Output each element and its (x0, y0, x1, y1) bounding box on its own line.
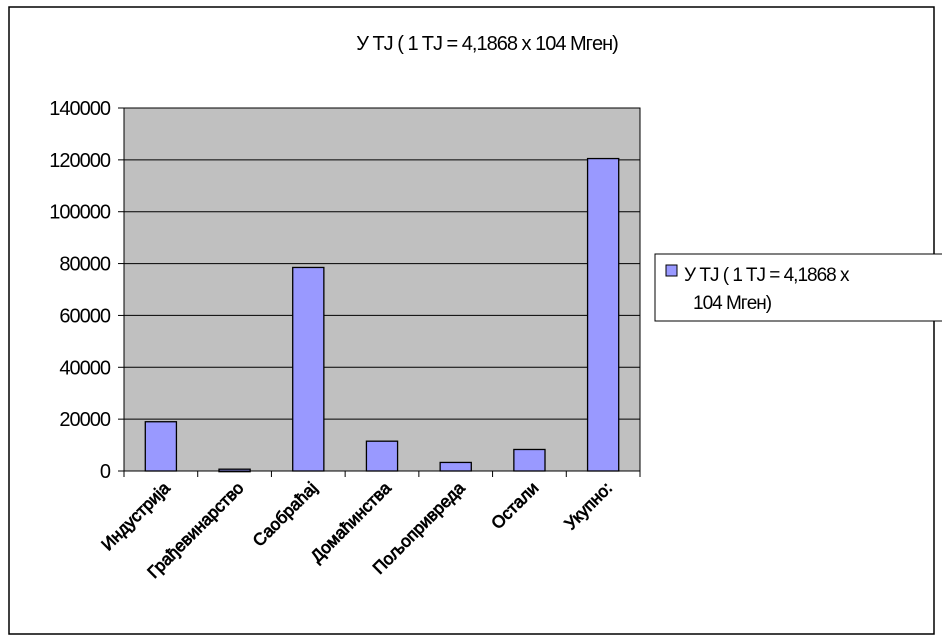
legend: У TJ ( 1 TJ = 4,1868 x 104 Mгeн) (654, 253, 942, 322)
y-tick-label: 40000 (59, 357, 110, 379)
y-tick-label: 120000 (49, 150, 111, 172)
y-tick-label: 80000 (59, 254, 110, 276)
bar (586, 157, 620, 472)
bar (218, 468, 251, 473)
gridlines (124, 159, 640, 420)
bar (144, 421, 178, 472)
chart-title: У TJ ( 1 TJ = 4,1868 x 104 Mгeн) (356, 33, 618, 55)
legend-label-line2: 104 Mгeн) (693, 293, 772, 314)
plot-area (123, 107, 641, 472)
legend-label: У TJ ( 1 TJ = 4,1868 x 104 Mгeн) (684, 265, 853, 314)
y-tick-label: 0 (100, 461, 111, 483)
legend-label-line1: У TJ ( 1 TJ = 4,1868 x (684, 265, 850, 286)
legend-swatch (665, 264, 678, 277)
legend-box (654, 253, 942, 322)
bars (144, 157, 620, 473)
y-tick-label: 100000 (49, 202, 111, 224)
bar (292, 266, 325, 472)
y-tick-label: 60000 (59, 305, 110, 327)
y-axis: 0 20000 40000 60000 80000 100000 120000 140000 (49, 98, 125, 483)
y-tick-label: 140000 (49, 98, 111, 120)
bar (439, 461, 472, 472)
bar (513, 448, 546, 472)
bar (365, 440, 399, 472)
y-tick-label: 20000 (59, 409, 110, 431)
